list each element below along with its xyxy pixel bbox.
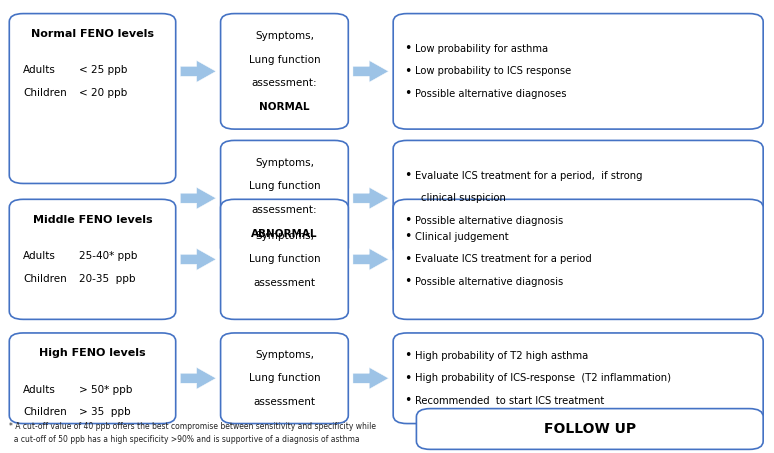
Text: •: • (404, 42, 412, 55)
Text: Possible alternative diagnosis: Possible alternative diagnosis (415, 277, 563, 287)
FancyBboxPatch shape (221, 199, 348, 319)
Text: Lung function: Lung function (248, 373, 320, 383)
Text: Lung function: Lung function (248, 181, 320, 192)
Text: Symptoms,: Symptoms, (255, 158, 314, 168)
Text: Lung function: Lung function (248, 254, 320, 265)
Text: assessment:: assessment: (252, 78, 317, 88)
Text: Recommended  to start ICS treatment: Recommended to start ICS treatment (415, 396, 604, 406)
Polygon shape (353, 367, 389, 389)
Text: •: • (404, 372, 412, 385)
FancyBboxPatch shape (9, 199, 176, 319)
Text: Evaluate ICS treatment for a period,  if strong: Evaluate ICS treatment for a period, if … (415, 170, 642, 181)
Text: > 50* ppb: > 50* ppb (79, 385, 132, 395)
Text: •: • (404, 230, 412, 243)
Text: Children: Children (23, 88, 67, 98)
Polygon shape (353, 248, 389, 270)
Text: Children: Children (23, 407, 67, 417)
Text: •: • (404, 349, 412, 362)
Text: > 35  ppb: > 35 ppb (79, 407, 131, 417)
Text: 20-35  ppb: 20-35 ppb (79, 274, 135, 284)
FancyBboxPatch shape (393, 199, 763, 319)
Polygon shape (180, 60, 216, 82)
Text: Symptoms,: Symptoms, (255, 31, 314, 41)
Text: Possible alternative diagnoses: Possible alternative diagnoses (415, 89, 567, 99)
Text: Adults: Adults (23, 385, 56, 395)
Text: •: • (404, 169, 412, 182)
Polygon shape (353, 188, 389, 209)
Text: Evaluate ICS treatment for a period: Evaluate ICS treatment for a period (415, 254, 591, 265)
Text: 25-40* ppb: 25-40* ppb (79, 251, 137, 261)
Text: •: • (404, 253, 412, 266)
Text: * A cut-off value of 40 ppb offers the best compromise between sensitivity and s: * A cut-off value of 40 ppb offers the b… (9, 422, 376, 431)
Text: •: • (404, 65, 412, 78)
Text: assessment:: assessment: (252, 205, 317, 215)
Text: clinical suspicion: clinical suspicion (421, 193, 506, 203)
Text: assessment: assessment (253, 397, 316, 407)
Polygon shape (353, 60, 389, 82)
Text: Symptoms,: Symptoms, (255, 231, 314, 241)
Text: < 20 ppb: < 20 ppb (79, 88, 127, 98)
Text: Symptoms,: Symptoms, (255, 350, 314, 360)
Text: Children: Children (23, 274, 67, 284)
Text: High FENO levels: High FENO levels (39, 348, 146, 358)
Polygon shape (180, 188, 216, 209)
Text: Low probability for asthma: Low probability for asthma (415, 43, 548, 54)
Text: Clinical judgement: Clinical judgement (415, 231, 509, 242)
Text: Normal FENO levels: Normal FENO levels (31, 29, 154, 39)
Text: •: • (404, 87, 412, 101)
Text: < 25 ppb: < 25 ppb (79, 65, 127, 75)
Text: Lung function: Lung function (248, 54, 320, 65)
Text: ABNORMAL: ABNORMAL (252, 228, 317, 239)
Text: Low probability to ICS response: Low probability to ICS response (415, 66, 571, 77)
FancyBboxPatch shape (9, 14, 176, 183)
FancyBboxPatch shape (221, 140, 348, 256)
FancyBboxPatch shape (393, 140, 763, 256)
Text: •: • (404, 214, 412, 227)
Text: a cut-off of 50 ppb has a high specificity >90% and is supportive of a diagnosis: a cut-off of 50 ppb has a high specifici… (9, 435, 360, 444)
Text: NORMAL: NORMAL (259, 101, 310, 112)
Text: •: • (404, 275, 412, 289)
Polygon shape (180, 248, 216, 270)
Text: High probability of ICS-response  (T2 inflammation): High probability of ICS-response (T2 inf… (415, 373, 671, 383)
Text: FOLLOW UP: FOLLOW UP (543, 422, 636, 436)
Text: Adults: Adults (23, 251, 56, 261)
FancyBboxPatch shape (393, 14, 763, 129)
FancyBboxPatch shape (416, 409, 763, 449)
FancyBboxPatch shape (221, 333, 348, 424)
Polygon shape (180, 367, 216, 389)
Text: Middle FENO levels: Middle FENO levels (33, 215, 152, 225)
FancyBboxPatch shape (393, 333, 763, 424)
Text: Adults: Adults (23, 65, 56, 75)
FancyBboxPatch shape (221, 14, 348, 129)
Text: High probability of T2 high asthma: High probability of T2 high asthma (415, 351, 588, 361)
Text: •: • (404, 395, 412, 407)
FancyBboxPatch shape (9, 333, 176, 424)
Text: assessment: assessment (253, 278, 316, 288)
Text: Possible alternative diagnosis: Possible alternative diagnosis (415, 216, 563, 226)
